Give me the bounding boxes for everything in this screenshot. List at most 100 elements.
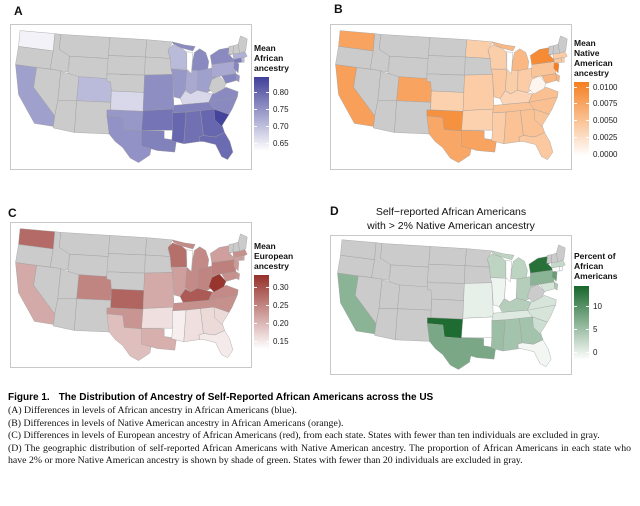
panel-c-legend: Mean European ancestry 0.30 0.25 0.20 0.15 [254,241,318,350]
caption-figure-number: Figure 1. [8,392,50,403]
state-ms [171,111,187,144]
state-ar [141,306,175,329]
state-ar [461,108,495,131]
legend-bar-tick-mark [574,103,577,105]
legend-bar-tick-mark [254,143,257,145]
legend-bar-tick-mark [574,137,577,139]
panel-c: C Mean European ancestry 0.30 0.25 0.20 0.1… [0,198,320,390]
state-nd [428,37,468,58]
legend-tick-label: 0 [593,348,598,358]
panel-d-title: Self−reported African Americans with > 2… [367,206,535,232]
state-in [185,69,199,95]
state-mi_up [172,41,196,52]
state-ia [464,56,493,76]
panel-b-legend: Mean Native American ancestry 0.0100 0.00… [574,37,638,159]
state-wi [487,253,507,279]
legend-gradient-bar [254,275,269,350]
lake-michigan [186,51,194,75]
caption-line-a: (A) Differences in levels of African anc… [8,405,297,416]
panel-a-legend-bar-row: 0.80 0.75 0.70 0.65 [254,77,318,152]
legend-bar-tick-mark [586,137,589,139]
state-sd [106,55,146,76]
state-ar [461,316,494,339]
state-sd [106,253,146,274]
legend-tick-label: 0.0025 [593,133,618,143]
panel-c-label: C [8,206,17,220]
legend-gradient-bar [574,82,589,157]
legend-bar-tick-mark [266,126,269,128]
lake-michigan [186,249,194,273]
panel-b-label: B [334,2,343,16]
lake-michigan [505,260,513,283]
state-mo [462,74,495,111]
state-me [557,35,568,54]
state-fl [518,132,554,160]
panel-d-legend-bar-row: 10 5 0 [574,285,638,360]
legend-tick-label: 0.65 [273,139,289,149]
legend-tick-labels: 10 5 0 [593,286,635,360]
state-ut [378,279,400,310]
caption-line-b: (B) Differences in levels of Native Amer… [8,417,344,429]
legend-tick-label: 0.80 [273,88,289,98]
state-ms [491,111,507,144]
legend-bar-tick-mark [254,322,257,324]
legend-bar-tick-mark [586,120,589,122]
state-ri [559,266,563,272]
state-nm [395,308,432,342]
state-ut [57,71,80,101]
state-tx [106,115,154,163]
legend-bar-tick-mark [586,352,589,354]
state-nd [428,246,467,267]
state-ne [106,272,145,291]
legend-tick-label: 0.0000 [593,149,618,159]
state-ne [427,282,465,302]
legend-tick-label: 0.70 [273,122,289,132]
state-mi [191,48,209,74]
state-ut [57,269,80,299]
panel-b: B Mean Native American ancestry 0.0100 0.… [320,0,640,198]
state-me [556,244,566,263]
state-ia [144,56,173,76]
state-nj [553,61,560,74]
legend-tick-label: 0.30 [273,282,289,292]
legend-bar-tick-mark [266,109,269,111]
state-ks [430,90,465,112]
state-tx [427,323,473,371]
caption-line-d: (D) The geographic distribution of self-… [8,442,631,467]
panel-b-map [330,24,572,170]
panel-row-top: A Mean African ancestry 0.80 0.75 0.70 0.65… [0,0,640,198]
state-mo [142,272,175,309]
state-mi_up [491,250,515,261]
state-az [373,100,397,133]
state-ia [144,254,173,274]
legend-tick-labels: 0.0100 0.0075 0.0050 0.0025 0.0000 [593,82,635,159]
panel-b-legend-title: Mean Native American ancestry [574,37,613,79]
state-in [505,69,519,95]
legend-bar-tick-mark [586,329,589,330]
legend-bar-tick-mark [574,352,577,354]
state-fl [517,339,552,368]
state-ri [561,57,565,63]
legend-bar-tick-mark [574,86,577,88]
state-de [553,282,559,291]
panel-c-legend-title: Mean European ancestry [254,240,294,272]
state-de [235,73,240,83]
panel-a-legend-title: Mean African ancestry [254,42,289,74]
legend-bar-tick-mark [254,109,257,111]
state-mo [462,282,494,319]
state-ar [141,108,175,131]
legend-tick-labels: 0.80 0.75 0.70 0.65 [273,77,315,151]
state-ms [171,309,187,342]
state-ri [241,57,245,63]
panel-d-label: D [330,204,339,218]
state-nj [233,259,240,272]
state-mi [510,257,528,283]
state-sd [426,55,466,76]
panel-c-legend-bar-row: 0.30 0.25 0.20 0.15 [254,275,318,350]
legend-gradient-bar [574,285,589,360]
state-de [235,271,240,281]
state-mi_up [492,41,516,52]
state-mo [142,74,175,111]
panel-c-map [10,222,252,368]
